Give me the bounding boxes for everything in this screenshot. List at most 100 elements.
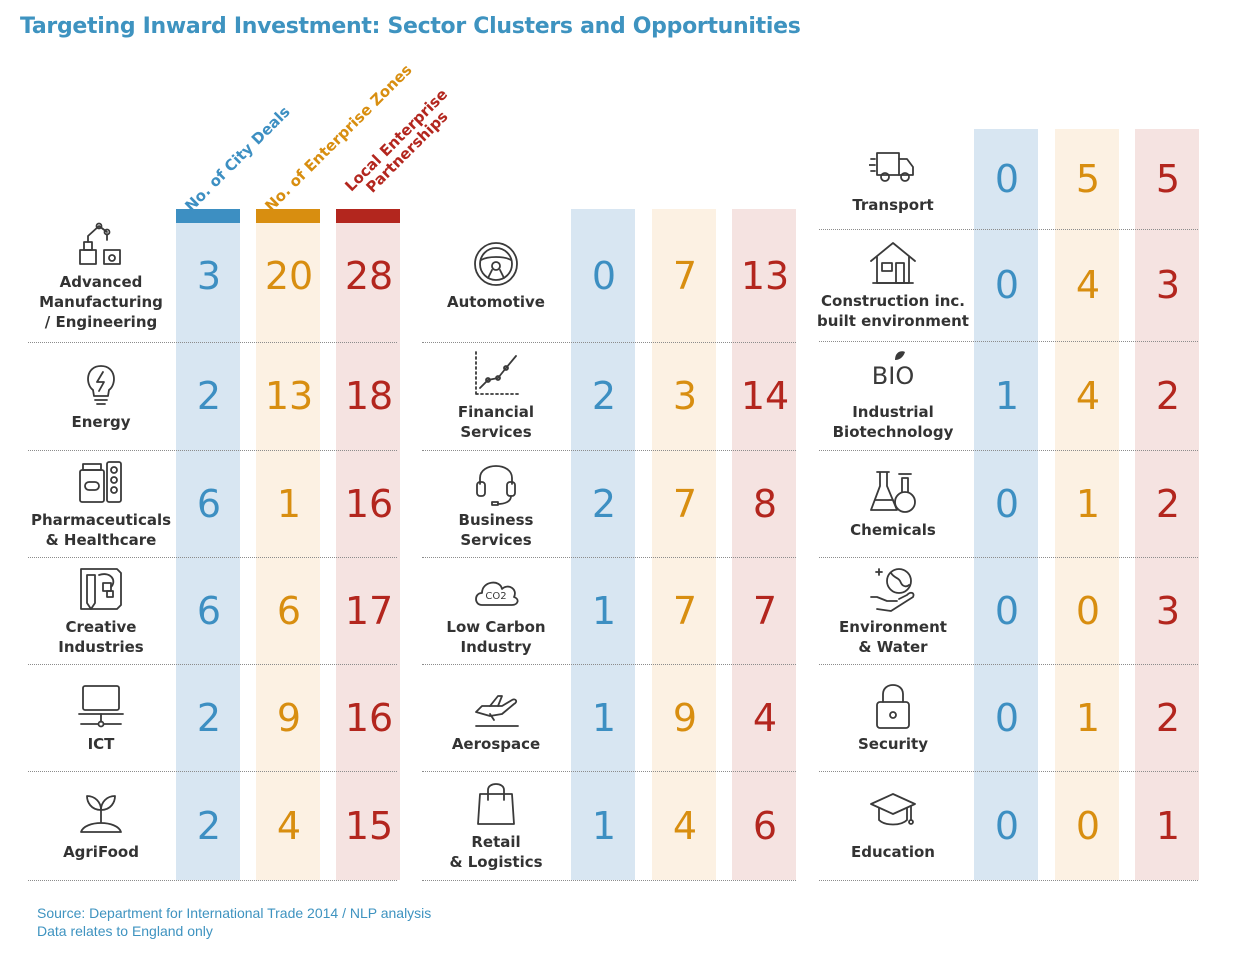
shopping-bag-icon	[472, 780, 520, 828]
row-separator	[422, 664, 796, 665]
data-value: 3	[196, 253, 222, 298]
sector-label: Aerospace	[451, 734, 541, 753]
sector-label: ICT	[87, 734, 115, 753]
headset-icon	[472, 458, 520, 506]
data-value: 5	[1075, 157, 1101, 201]
steering-wheel-icon	[472, 240, 520, 288]
data-value: 7	[752, 588, 778, 633]
icon-text: CO2	[485, 590, 507, 602]
source-note: Source: Department for International Tra…	[37, 904, 431, 940]
row-separator	[28, 342, 397, 343]
airplane-icon	[472, 682, 520, 730]
data-value: 6	[196, 481, 222, 526]
data-value: 6	[752, 803, 778, 848]
sector-label: Financial Services	[457, 403, 535, 441]
sector-label: Education	[851, 842, 935, 861]
data-value: 0	[994, 481, 1020, 526]
data-value: 7	[672, 588, 698, 633]
data-value: 0	[994, 157, 1020, 201]
data-value: 16	[344, 481, 394, 526]
sector-label: Chemicals	[850, 520, 936, 539]
data-value: 1	[591, 803, 617, 848]
laptop-network-icon	[77, 682, 125, 730]
data-value: 1	[1075, 481, 1101, 526]
truck-icon	[868, 143, 917, 191]
icon-text: BIO	[871, 361, 915, 390]
data-value: 2	[1155, 695, 1181, 740]
column-header-bar	[256, 209, 320, 223]
design-board-icon	[77, 565, 125, 613]
graduation-cap-icon	[869, 790, 917, 838]
row-separator	[422, 342, 796, 343]
data-value: 18	[344, 374, 394, 418]
data-value: 1	[591, 588, 617, 633]
data-value: 16	[344, 695, 394, 740]
column-header-bar	[176, 209, 240, 223]
row-separator	[28, 880, 397, 881]
sector-label: Industrial Biotechnology	[832, 402, 954, 441]
data-value: 0	[994, 803, 1020, 848]
scope-note: Data relates to England only	[37, 923, 213, 939]
row-separator	[422, 557, 796, 558]
page-title: Targeting Inward Investment: Sector Clus…	[20, 14, 801, 39]
column-band	[1055, 129, 1119, 880]
data-value: 2	[1155, 481, 1181, 526]
data-value: 5	[1155, 157, 1181, 201]
co2-cloud-icon: CO2	[472, 565, 520, 613]
data-value: 7	[672, 253, 698, 298]
row-separator	[819, 229, 1198, 230]
data-value: 15	[344, 803, 394, 848]
data-value: 0	[994, 695, 1020, 740]
row-separator	[28, 450, 397, 451]
sector-label: Business Services	[458, 510, 534, 549]
data-value: 4	[752, 695, 778, 740]
data-value: 3	[1155, 263, 1181, 307]
data-value: 28	[344, 253, 394, 298]
pills-icon	[77, 458, 125, 506]
robot-arm-icon	[77, 220, 125, 268]
row-separator	[819, 771, 1198, 772]
data-value: 13	[740, 253, 790, 298]
column-band	[652, 209, 716, 880]
data-value: 13	[264, 374, 314, 418]
data-value: 2	[591, 374, 617, 418]
row-separator	[819, 880, 1198, 881]
globe-hand-icon	[869, 565, 917, 613]
flasks-icon	[869, 468, 917, 516]
row-separator	[819, 341, 1198, 342]
data-value: 0	[994, 588, 1020, 633]
row-separator	[819, 450, 1198, 451]
row-separator	[422, 771, 796, 772]
column-band	[176, 209, 240, 880]
data-value: 2	[196, 803, 222, 848]
data-value: 2	[196, 374, 222, 418]
data-value: 1	[591, 695, 617, 740]
lightbulb-icon	[77, 360, 125, 408]
sector-label: Transport	[852, 196, 934, 214]
data-value: 6	[276, 588, 302, 633]
data-value: 1	[1155, 803, 1181, 848]
data-value: 0	[1075, 803, 1101, 848]
sector-label: Low Carbon Industry	[446, 617, 546, 656]
column-band	[571, 209, 635, 880]
data-value: 4	[1075, 373, 1101, 418]
line-graph-icon	[472, 350, 520, 398]
data-value: 4	[672, 803, 698, 848]
data-value: 2	[1155, 373, 1181, 418]
data-value: 9	[276, 695, 302, 740]
row-separator	[422, 450, 796, 451]
data-value: 7	[672, 481, 698, 526]
bio-leaf-icon: BIO	[869, 350, 917, 398]
data-value: 0	[994, 263, 1020, 307]
sector-label: Advanced Manufacturing / Engineering	[39, 272, 163, 331]
sprout-icon	[77, 790, 125, 838]
data-value: 8	[752, 481, 778, 526]
sector-label: Automotive	[447, 292, 545, 311]
sector-label: Environment & Water	[839, 617, 947, 656]
padlock-icon	[869, 682, 917, 730]
sector-label: Construction inc. built environment	[817, 292, 969, 330]
data-value: 9	[672, 695, 698, 740]
row-separator	[819, 557, 1198, 558]
column-band	[732, 209, 796, 880]
column-header-bar	[336, 209, 400, 223]
